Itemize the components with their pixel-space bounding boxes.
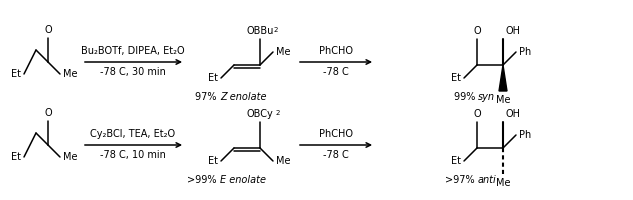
Text: 2: 2: [274, 27, 279, 33]
Text: Z enolate: Z enolate: [220, 92, 266, 102]
Text: Et: Et: [208, 156, 218, 166]
Text: -78 C, 30 min: -78 C, 30 min: [100, 67, 166, 77]
Text: -78 C, 10 min: -78 C, 10 min: [100, 150, 166, 160]
Text: Me: Me: [496, 95, 510, 105]
Polygon shape: [499, 65, 507, 91]
Text: syn: syn: [478, 92, 495, 102]
Text: -78 C: -78 C: [323, 150, 349, 160]
Text: O: O: [473, 26, 481, 36]
Text: Me: Me: [276, 156, 291, 166]
Text: O: O: [44, 108, 52, 118]
Text: Bu₂BOTf, DIPEA, Et₂O: Bu₂BOTf, DIPEA, Et₂O: [81, 46, 185, 56]
Text: >97%: >97%: [445, 175, 478, 185]
Text: Cy₂BCl, TEA, Et₂O: Cy₂BCl, TEA, Et₂O: [91, 129, 175, 139]
Text: OBCy: OBCy: [247, 109, 273, 119]
Text: >99%: >99%: [187, 175, 220, 185]
Text: O: O: [473, 109, 481, 119]
Text: PhCHO: PhCHO: [319, 129, 353, 139]
Text: OH: OH: [505, 109, 520, 119]
Text: OH: OH: [505, 26, 520, 36]
Text: Et: Et: [451, 73, 461, 83]
Text: 99%: 99%: [453, 92, 478, 102]
Text: O: O: [44, 25, 52, 35]
Text: 2: 2: [276, 110, 280, 116]
Text: anti: anti: [478, 175, 497, 185]
Text: Me: Me: [496, 178, 510, 188]
Text: OBBu: OBBu: [246, 26, 273, 36]
Text: E enolate: E enolate: [220, 175, 266, 185]
Text: Et: Et: [11, 69, 21, 79]
Text: -78 C: -78 C: [323, 67, 349, 77]
Text: Ph: Ph: [519, 47, 531, 57]
Text: Et: Et: [208, 73, 218, 83]
Text: Me: Me: [63, 69, 77, 79]
Text: PhCHO: PhCHO: [319, 46, 353, 56]
Text: 97%: 97%: [196, 92, 220, 102]
Text: Et: Et: [11, 152, 21, 162]
Text: Me: Me: [276, 47, 291, 57]
Text: Ph: Ph: [519, 130, 531, 140]
Text: Me: Me: [63, 152, 77, 162]
Text: Et: Et: [451, 156, 461, 166]
